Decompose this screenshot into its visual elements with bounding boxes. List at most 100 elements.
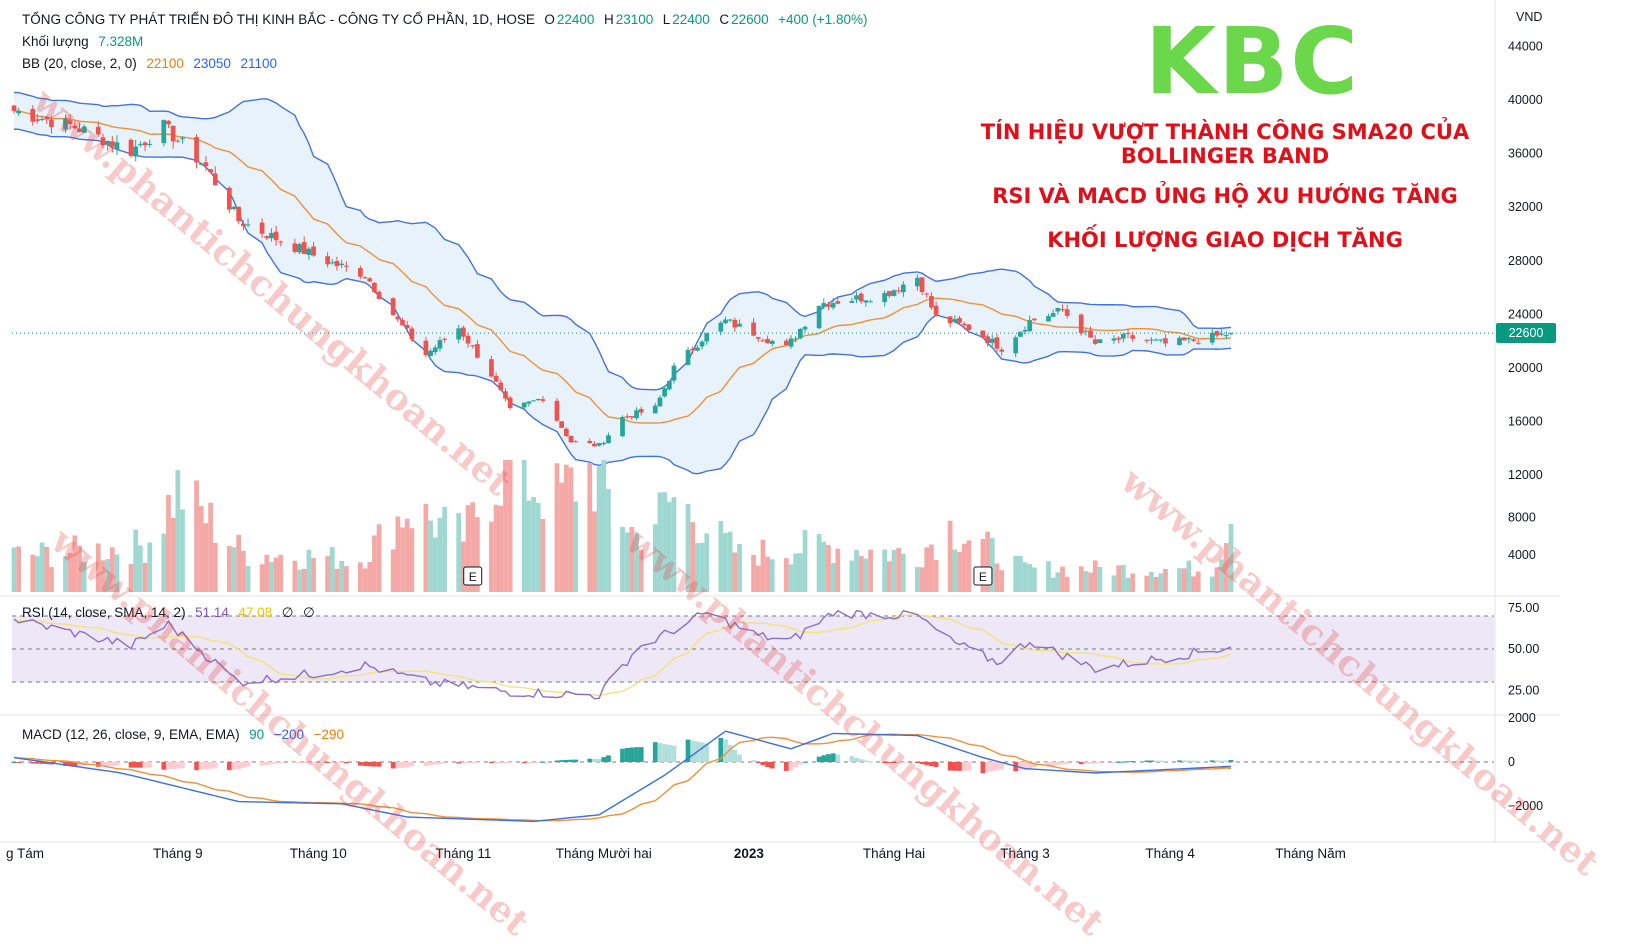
macd-histogram-bar (1060, 762, 1065, 765)
volume-bar (198, 506, 204, 592)
volume-bar (11, 547, 17, 592)
macd-histogram-bar (507, 762, 513, 763)
macd-histogram-bar (1149, 760, 1154, 762)
volume-bar (1046, 561, 1051, 592)
candle-body (1050, 313, 1056, 317)
macd-histogram-bar (690, 740, 696, 762)
macd-histogram-bar (194, 762, 199, 771)
candle-body (358, 268, 363, 277)
candle-body (961, 323, 967, 325)
macd-histogram-bar (718, 738, 724, 762)
macd-histogram-bar (63, 762, 68, 766)
volume-bar (269, 562, 274, 592)
macd-histogram-bar (325, 762, 330, 763)
volume-bar (718, 521, 724, 592)
volume-bar (1228, 523, 1234, 592)
candle-body (395, 316, 401, 320)
candle-body (1046, 316, 1051, 322)
macd-histogram-bar (882, 762, 887, 763)
price-tick-label: 16000 (1508, 415, 1543, 429)
volume-bar (695, 543, 700, 592)
candle-body (325, 256, 330, 265)
candle-body (620, 417, 625, 437)
earnings-marker-label: E (469, 570, 477, 584)
candle-body (437, 340, 443, 349)
price-tick-label: 20000 (1508, 361, 1543, 375)
volume-bar (652, 524, 658, 592)
volume-bar (540, 519, 546, 592)
candle-body (882, 293, 887, 303)
macd-histogram-bar (727, 744, 733, 762)
volume-bar (292, 560, 298, 592)
volume-bar (1022, 562, 1028, 592)
macd-histogram-bar (1125, 761, 1131, 763)
candle-body (1120, 333, 1126, 339)
volume-bar (180, 509, 185, 592)
tradingview-chart[interactable]: E E44000400003600032000280002400020000160… (0, 0, 1640, 924)
macd-histogram-bar (161, 762, 167, 770)
volume-bar (301, 568, 307, 592)
volume-bar (1163, 568, 1168, 592)
candle-body (1018, 331, 1023, 337)
candle-body (671, 365, 677, 381)
macd-histogram-bar (994, 762, 1000, 771)
candle-body (180, 137, 185, 139)
volume-bar (1027, 564, 1033, 592)
macd-histogram-bar (334, 762, 340, 763)
macd-histogram-bar (212, 762, 218, 769)
volume-bar (826, 544, 831, 592)
price-unit: VND (1516, 10, 1543, 24)
candle-body (128, 139, 134, 156)
candle-body (114, 142, 120, 150)
candle-body (929, 295, 934, 308)
candle-body (1116, 337, 1122, 340)
volume-bar (1144, 575, 1150, 592)
candle-body (1219, 333, 1224, 335)
volume-bar (231, 547, 237, 592)
macd-histogram-bar (540, 761, 546, 763)
candle-body (105, 140, 110, 145)
macd-histogram-bar (662, 744, 667, 762)
macd-histogram-bar (208, 762, 213, 769)
volume-bar (465, 505, 471, 592)
macd-histogram-bar (699, 742, 705, 762)
candle-body (1153, 339, 1159, 341)
candle-body (666, 380, 672, 390)
volume-bar (896, 548, 902, 592)
price-tick-label: 40000 (1508, 93, 1543, 107)
bb-upper-line (13, 91, 1232, 391)
macd-histogram-bar (1097, 762, 1103, 764)
macd-histogram-bar (535, 762, 541, 763)
candle-body (409, 328, 415, 340)
volume-bar (428, 520, 433, 592)
macd-histogram-bar (966, 762, 972, 771)
candle-body (503, 391, 508, 399)
candle-body (1055, 307, 1061, 312)
volume-bar (400, 527, 405, 592)
macd-histogram-bar (596, 759, 602, 762)
macd-histogram-bar (1219, 760, 1224, 762)
macd-histogram-bar (1022, 762, 1028, 770)
macd-histogram-bar (891, 762, 897, 763)
macd-histogram-bar (947, 762, 953, 771)
volume-bar (226, 546, 232, 592)
candle-body (170, 125, 176, 142)
candle-body (952, 319, 958, 322)
volume-bar (358, 562, 363, 592)
volume-bar (367, 562, 373, 592)
candle-body (638, 409, 644, 413)
volume-bar (587, 463, 593, 592)
price-tick-label: 12000 (1508, 468, 1543, 482)
volume-bar (1032, 567, 1037, 592)
macd-histogram-bar (1116, 761, 1122, 763)
macd-histogram-bar (175, 762, 181, 769)
volume-bar (1116, 565, 1122, 592)
rsi-ma-line (13, 614, 1232, 697)
macd-histogram-bar (1111, 762, 1117, 763)
macd-histogram-bar (1195, 760, 1201, 762)
symbol-title: TỔNG CÔNG TY PHÁT TRIỂN ĐÔ THỊ KINH BẮC … (22, 12, 535, 27)
candle-body (685, 349, 691, 365)
candle-body (933, 305, 939, 315)
macd-histogram-bar (236, 762, 242, 770)
macd-histogram-bar (704, 743, 710, 762)
